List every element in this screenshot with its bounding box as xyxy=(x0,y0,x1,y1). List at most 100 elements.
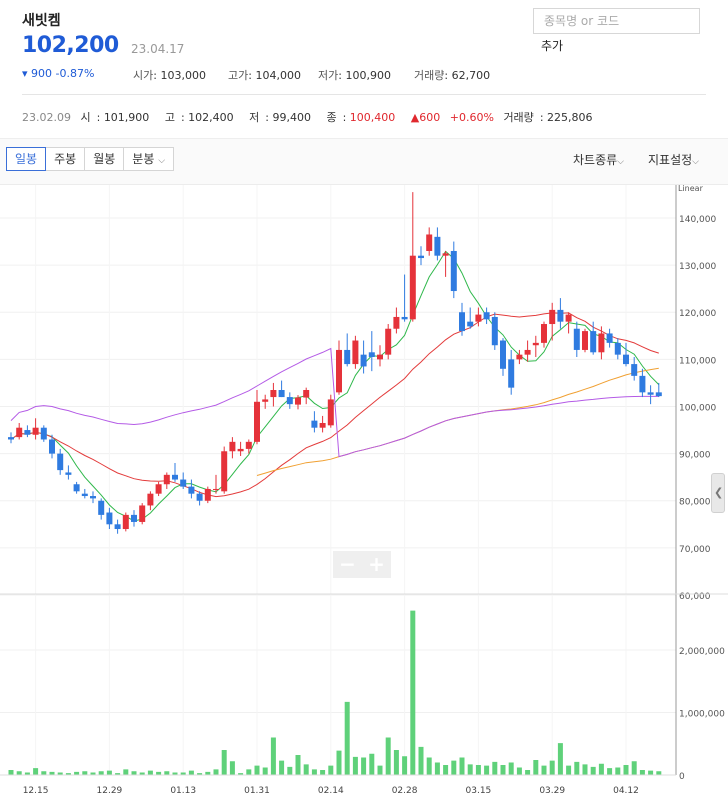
candle-body xyxy=(573,328,580,350)
candle-body xyxy=(623,354,629,365)
volume-bar xyxy=(115,773,121,775)
candle-body xyxy=(647,392,654,395)
price-tick-label: 110,000 xyxy=(679,356,716,366)
tab-weekly[interactable]: 주봉 xyxy=(45,147,86,171)
volume-bar xyxy=(656,771,662,775)
volume-bar xyxy=(623,765,629,775)
volume-bar xyxy=(352,756,358,775)
volume-bar xyxy=(24,772,30,775)
candle-body xyxy=(598,333,605,353)
candle-body xyxy=(401,316,408,320)
hover-open-value: 101,900 xyxy=(103,111,150,124)
volume-bar xyxy=(410,610,416,775)
volume-tick-label: 1,000,000 xyxy=(679,710,725,720)
tab-daily[interactable]: 일봉 xyxy=(6,147,47,171)
candle-body xyxy=(434,236,441,256)
tab-minute-label: 분봉 xyxy=(132,152,155,166)
volume-bar xyxy=(443,765,449,775)
side-panel-handle[interactable]: ❮ xyxy=(711,473,725,513)
chart-type-dropdown[interactable]: 차트종류⌵ xyxy=(573,151,624,168)
volume-bar xyxy=(205,771,211,775)
candle-body xyxy=(532,342,539,346)
chevron-down-icon: ⌵ xyxy=(692,157,699,167)
volume-bar xyxy=(287,766,293,775)
indicator-settings-dropdown[interactable]: 지표설정⌵ xyxy=(648,151,699,168)
volume-bar xyxy=(90,772,96,775)
candle-body xyxy=(491,316,498,346)
chevron-left-icon: ❮ xyxy=(714,486,724,499)
volume-bar xyxy=(385,737,391,775)
candle-body xyxy=(237,448,244,452)
volume-value: 62,700 xyxy=(451,69,491,82)
volume-bar xyxy=(238,773,244,775)
candle-body xyxy=(147,493,154,506)
stock-search-box xyxy=(533,8,700,34)
volume-bar xyxy=(303,764,309,775)
candle-body xyxy=(565,314,572,322)
volume-bar xyxy=(549,760,555,775)
zoom-out-button[interactable]: − xyxy=(339,552,356,576)
volume-bar xyxy=(631,761,637,775)
candle-body xyxy=(549,309,556,325)
candle-body xyxy=(475,314,482,322)
candle-body xyxy=(278,390,285,398)
volume-bar xyxy=(246,769,252,775)
volume-bar xyxy=(574,761,580,775)
time-tick-label: 04.12 xyxy=(613,786,639,796)
current-price: 102,200 xyxy=(22,33,119,58)
gridlines xyxy=(0,185,676,776)
candle-body xyxy=(163,474,170,485)
high-price: 고가: 104,000 xyxy=(228,69,301,82)
stock-search-input[interactable] xyxy=(534,9,699,33)
candle-body xyxy=(131,514,137,522)
zoom-in-button[interactable]: + xyxy=(368,552,385,576)
hover-close-value: 100,400 xyxy=(349,111,396,124)
candle-body xyxy=(393,316,400,329)
volume-bar xyxy=(566,765,572,775)
volume-tick-label: 0 xyxy=(679,772,685,782)
open-value: 103,000 xyxy=(160,69,206,82)
volume-bar xyxy=(369,753,375,775)
volume-bar xyxy=(467,764,473,775)
time-tick-label: 01.31 xyxy=(244,786,270,796)
price-tick-label: 100,000 xyxy=(679,403,716,413)
candle-body xyxy=(98,500,105,515)
candle-body xyxy=(49,439,55,454)
candle-body xyxy=(213,488,219,490)
candle-body xyxy=(516,354,523,360)
volume-bar xyxy=(279,760,285,775)
high-value: 104,000 xyxy=(255,69,301,82)
volume-bar xyxy=(533,760,539,775)
tab-monthly[interactable]: 월봉 xyxy=(84,147,125,171)
volume-bar xyxy=(320,770,326,775)
add-button[interactable]: 추가 xyxy=(541,39,564,53)
volume-bar xyxy=(16,771,22,775)
hover-low-label: 저 xyxy=(249,111,260,124)
ma120-line xyxy=(10,347,659,458)
tab-minute[interactable]: 분봉 ⌵ xyxy=(123,147,175,171)
volume-bar xyxy=(8,770,14,775)
candle-body xyxy=(254,401,260,442)
chart-area[interactable]: 140,000 130,000 120,000 110,000 100,000 90,00… xyxy=(0,184,728,808)
hover-open-label: 시 xyxy=(80,111,91,124)
candle-body xyxy=(24,430,31,435)
volume-bar xyxy=(648,770,654,775)
volume-label: 거래량 xyxy=(414,69,445,82)
candle-body xyxy=(245,441,252,449)
volume-bar xyxy=(336,750,342,775)
stock-chart-svg[interactable]: 140,000 130,000 120,000 110,000 100,000 90,00… xyxy=(0,184,728,808)
period-tabs: 일봉 주봉 월봉 분봉 ⌵ xyxy=(6,147,175,171)
volume-bar xyxy=(615,767,621,775)
hover-high: 고: 102,400 xyxy=(164,111,234,124)
volume-bar xyxy=(393,750,399,775)
candle-body xyxy=(606,333,613,343)
volume-bar xyxy=(557,743,563,775)
hover-volume: 거래량: 225,806 xyxy=(503,111,593,124)
time-tick-label: 12.15 xyxy=(23,786,49,796)
volume-bar xyxy=(598,763,604,775)
hover-volume-value: 225,806 xyxy=(547,111,593,124)
open-label: 시가 xyxy=(133,69,154,82)
candle-body xyxy=(122,514,129,530)
low-label: 저가 xyxy=(318,69,339,82)
